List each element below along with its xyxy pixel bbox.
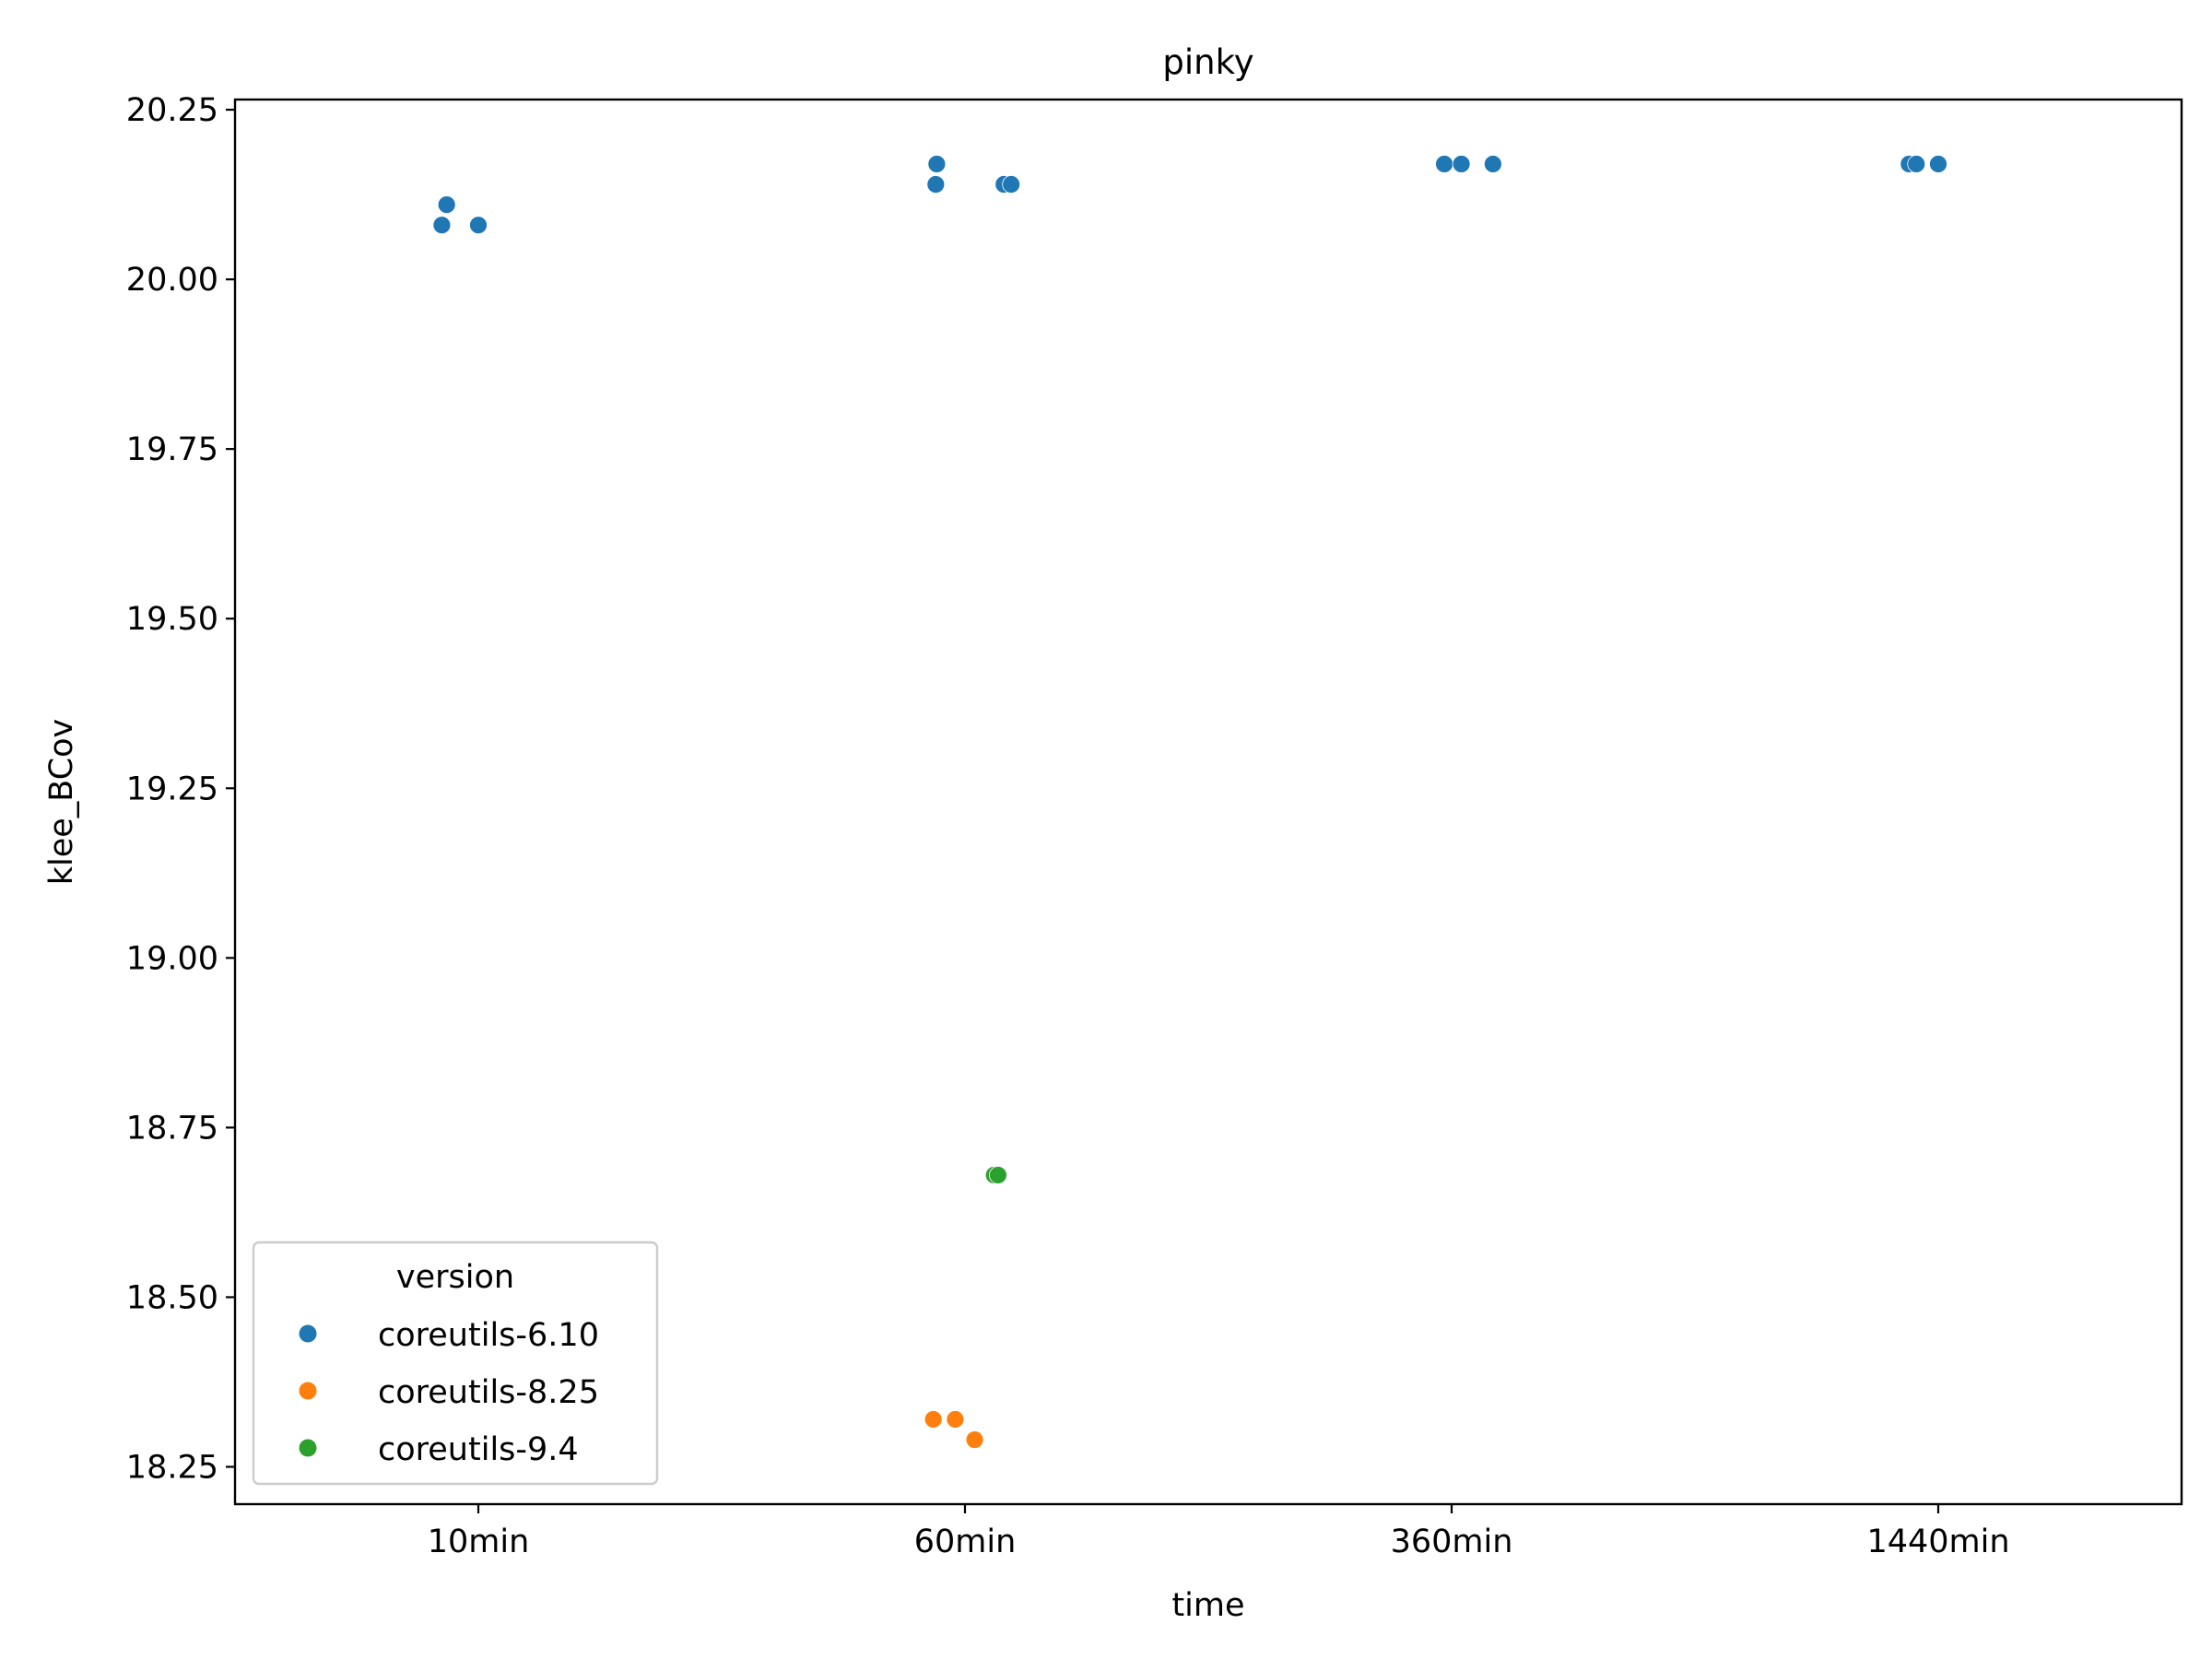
legend-label: coreutils-8.25 xyxy=(378,1374,599,1411)
y-axis-label: klee_BCov xyxy=(43,719,80,886)
data-point xyxy=(965,1430,984,1449)
data-point xyxy=(469,216,488,235)
legend-label: coreutils-6.10 xyxy=(378,1317,599,1354)
legend-marker xyxy=(299,1324,317,1343)
data-point xyxy=(1929,155,1947,173)
x-tick-label: 360min xyxy=(1391,1524,1513,1560)
data-point xyxy=(1002,175,1021,194)
plot-frame xyxy=(233,98,2183,1506)
data-point xyxy=(927,155,947,173)
y-tick-label: 20.25 xyxy=(126,92,218,129)
data-point xyxy=(437,195,456,215)
data-point xyxy=(1907,155,1926,173)
x-tick-label: 60min xyxy=(914,1524,1017,1560)
data-point xyxy=(1452,155,1471,173)
chart-title: pinky xyxy=(1162,42,1253,82)
legend-box xyxy=(252,1241,659,1486)
x-axis: 10min 60min 360min 1440min xyxy=(428,1504,2010,1560)
legend-label: coreutils-9.4 xyxy=(378,1431,579,1468)
data-point xyxy=(432,216,452,235)
y-tick-label: 18.75 xyxy=(126,1110,218,1147)
y-tick-label: 20.00 xyxy=(126,262,218,299)
y-tick-label: 19.00 xyxy=(126,940,218,977)
x-tick-label: 1440min xyxy=(1866,1524,2009,1560)
legend-marker xyxy=(299,1439,317,1457)
y-tick-label: 18.50 xyxy=(126,1279,218,1316)
data-point xyxy=(1435,155,1453,173)
data-point xyxy=(946,1410,965,1429)
data-point xyxy=(1483,155,1502,173)
data-point xyxy=(924,1410,943,1429)
y-axis: 18.25 18.50 18.75 19.00 19.25 19.50 19.75 20.00… xyxy=(126,92,235,1487)
data-point xyxy=(926,175,946,194)
y-tick-label: 19.50 xyxy=(126,601,218,638)
legend: version coreutils-6.10coreutils-8.25core… xyxy=(252,1241,659,1486)
y-tick-label: 19.75 xyxy=(126,431,218,468)
legend-entries: coreutils-6.10 coreutils-8.25 coreutils-9.… xyxy=(299,1317,599,1468)
legend-marker xyxy=(299,1382,317,1400)
points-layer xyxy=(432,155,1947,1449)
x-tick-label: 10min xyxy=(428,1524,530,1560)
legend-title: version xyxy=(396,1259,514,1296)
y-tick-label: 18.25 xyxy=(126,1450,218,1487)
data-point xyxy=(989,1166,1007,1184)
x-axis-label: time xyxy=(1171,1587,1244,1624)
y-tick-label: 19.25 xyxy=(126,771,218,807)
